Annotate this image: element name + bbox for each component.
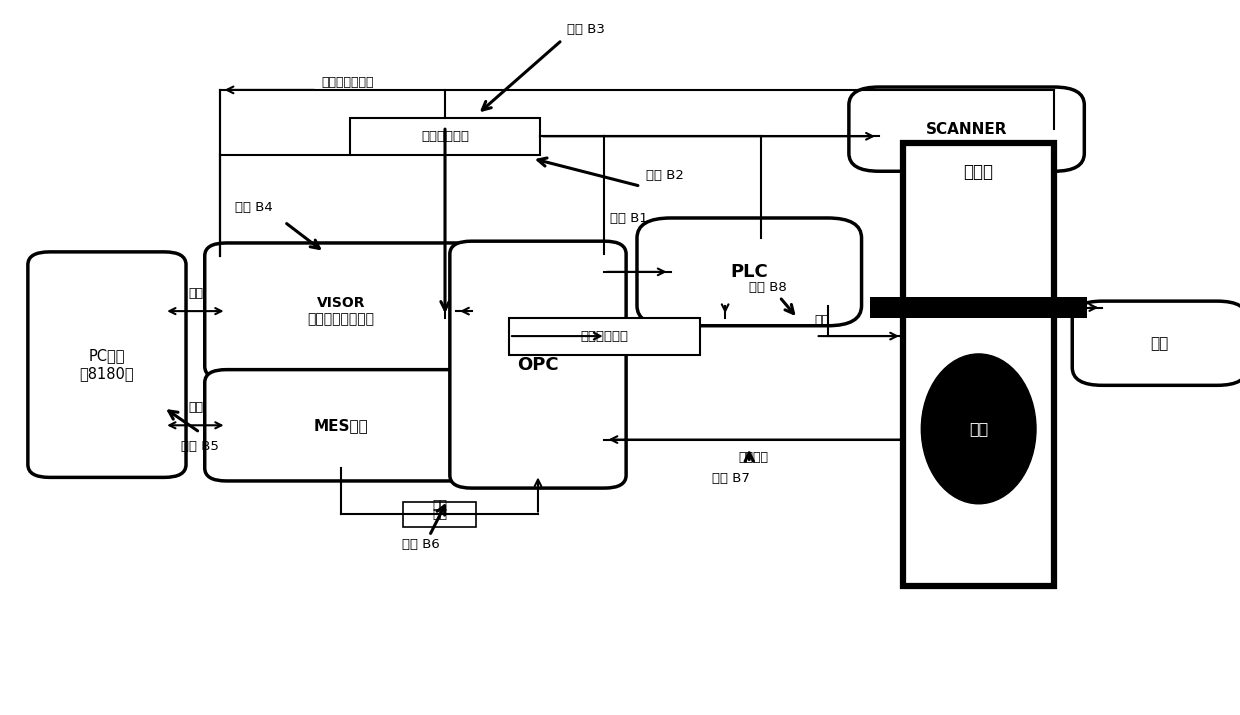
Text: 发送: 发送 [188, 287, 203, 300]
FancyBboxPatch shape [1073, 301, 1240, 385]
Text: PC端口
（8180）: PC端口 （8180） [79, 348, 134, 381]
Text: 轮胎: 轮胎 [968, 421, 988, 436]
Text: 步骤 B4: 步骤 B4 [236, 201, 273, 214]
FancyBboxPatch shape [27, 252, 186, 478]
Text: 步骤 B3: 步骤 B3 [568, 23, 605, 36]
Text: 步骤 B6: 步骤 B6 [402, 538, 440, 551]
Text: 控制: 控制 [815, 314, 830, 327]
Text: OPC: OPC [517, 355, 559, 374]
Text: SCANNER: SCANNER [926, 122, 1007, 137]
Bar [870, 297, 1087, 318]
Text: 步骤 B1: 步骤 B1 [610, 212, 647, 225]
Text: 发送拍照命令: 发送拍照命令 [422, 130, 469, 143]
Text: 步骤 B2: 步骤 B2 [646, 169, 683, 182]
Bar [350, 118, 541, 155]
Text: 步骤 B7: 步骤 B7 [712, 473, 750, 485]
Text: 返回: 返回 [432, 508, 448, 521]
Bar [903, 144, 1054, 586]
Text: 拍照，返回图像: 拍照，返回图像 [321, 77, 373, 89]
FancyBboxPatch shape [205, 370, 477, 481]
Text: 步骤 B8: 步骤 B8 [749, 281, 786, 294]
Text: 步骤 B5: 步骤 B5 [181, 440, 218, 453]
Bar [403, 502, 476, 527]
Text: 排序线: 排序线 [963, 163, 993, 181]
FancyBboxPatch shape [205, 243, 477, 379]
Text: 监听: 监听 [188, 401, 203, 414]
Text: 光栅: 光栅 [1151, 336, 1169, 351]
Bar [508, 317, 699, 355]
FancyBboxPatch shape [849, 87, 1084, 172]
Ellipse shape [921, 354, 1037, 504]
Text: PLC: PLC [730, 263, 768, 281]
FancyBboxPatch shape [450, 241, 626, 488]
Text: 判定结果: 判定结果 [739, 451, 769, 464]
Text: VISOR
（扫描程序识别）: VISOR （扫描程序识别） [308, 296, 374, 326]
FancyBboxPatch shape [637, 218, 862, 326]
Text: MES程序: MES程序 [314, 418, 368, 433]
Text: 发送拍照命令: 发送拍照命令 [580, 330, 629, 342]
Text: 返回: 返回 [432, 500, 448, 513]
